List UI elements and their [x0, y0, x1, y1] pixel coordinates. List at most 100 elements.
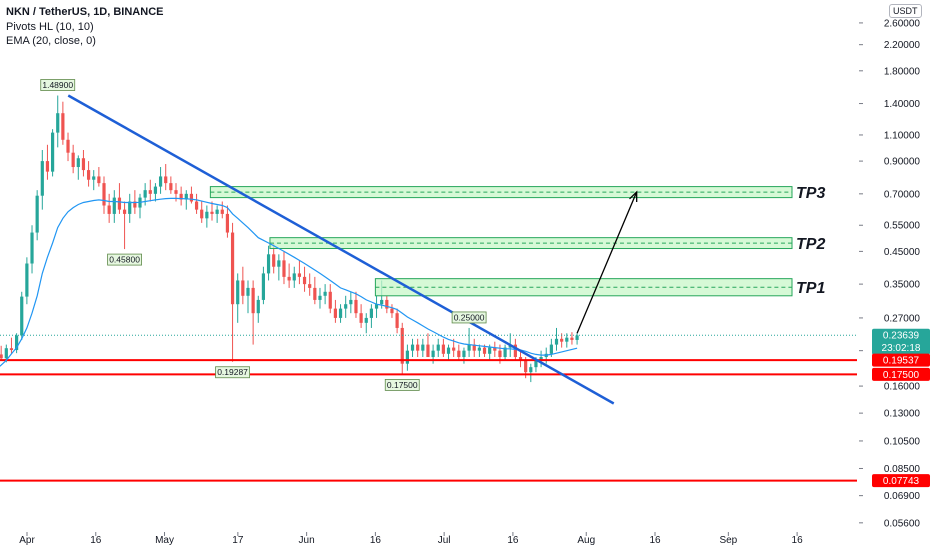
- price-tick-label: 1.40000: [884, 99, 921, 110]
- candle-body: [210, 211, 214, 214]
- candle-body: [385, 299, 389, 309]
- candle-body: [503, 347, 507, 358]
- candle-body: [236, 280, 240, 305]
- candle-body: [560, 338, 564, 342]
- candle-body: [92, 176, 96, 180]
- candle-body: [246, 287, 250, 296]
- candle-body: [524, 360, 528, 373]
- price-axis-bg: [859, 0, 932, 550]
- price-tick-label: 0.06900: [884, 491, 921, 502]
- candle-body: [164, 176, 168, 184]
- candle-body: [107, 205, 111, 214]
- pivot-label: 0.45800: [109, 255, 140, 265]
- price-axis: 2.60000 2.20000 1.80000 1.40000 1.10000 0.900…: [859, 0, 932, 550]
- candle-body: [395, 313, 399, 328]
- pivot-label: 1.48900: [42, 80, 73, 90]
- price-tick-label: 0.05600: [884, 518, 921, 529]
- candle-body: [251, 287, 255, 314]
- candle-body: [421, 344, 425, 351]
- candle-body: [354, 299, 358, 314]
- candle-body: [133, 201, 137, 208]
- candle-body: [534, 360, 538, 368]
- time-tick-label: Aug: [577, 535, 595, 546]
- pivot-label-box: [451, 311, 487, 324]
- symbol-title: NKN / TetherUS, 1D, BINANCE: [6, 6, 164, 18]
- candle-body: [277, 260, 281, 267]
- candle-body: [86, 170, 91, 180]
- candle-body: [40, 161, 44, 196]
- last-price-tag-text: 0.23639: [883, 331, 920, 342]
- candle-body: [380, 299, 384, 305]
- time-tick-label: 16: [90, 535, 102, 546]
- indicator-ema-label: EMA (20, close, 0): [6, 35, 96, 47]
- candle-body: [308, 284, 312, 288]
- candle-body: [297, 273, 302, 277]
- time-tick-label: May: [155, 535, 174, 546]
- candle-body: [200, 209, 204, 219]
- candle-body: [292, 273, 296, 281]
- candle-body: [359, 313, 363, 323]
- price-tick-label: 0.13000: [884, 409, 921, 420]
- candle-body: [390, 308, 394, 314]
- candle-body: [287, 276, 291, 281]
- price-tick-label: 0.08500: [884, 464, 921, 475]
- candle-body: [400, 327, 404, 364]
- pivot-label-box: [107, 253, 142, 266]
- price-tick-label: 0.90000: [884, 157, 921, 168]
- candle-body: [333, 308, 338, 318]
- candle-body: [410, 344, 415, 351]
- candle-body: [189, 193, 194, 202]
- time-axis: Apr 16 May 17 Jun 16 Jul 16 Aug 16 Sep 16: [0, 532, 932, 550]
- candle-body: [452, 347, 456, 351]
- candle-body: [76, 158, 80, 168]
- candle-body: [349, 299, 353, 305]
- candle-body: [364, 317, 368, 323]
- candle-body: [554, 338, 559, 345]
- price-tick-label: 2.60000: [884, 18, 921, 29]
- price-tick-label: 2.20000: [884, 40, 921, 51]
- candle-body: [302, 276, 307, 285]
- candle-body: [570, 337, 574, 340]
- candle-body: [97, 176, 101, 184]
- candle-body: [344, 304, 348, 309]
- currency-badge[interactable]: USDT: [889, 4, 922, 18]
- target-zone-tp1: [374, 278, 793, 297]
- candle-body: [369, 308, 373, 318]
- candle-body: [272, 254, 276, 267]
- candle-body: [313, 287, 317, 300]
- price-tick-label: 0.70000: [884, 189, 921, 200]
- candle-body: [431, 350, 435, 358]
- candle-body: [56, 113, 60, 133]
- time-tick-label: 16: [649, 535, 661, 546]
- last-price-tag: [872, 328, 930, 355]
- candles: [0, 95, 579, 383]
- time-axis-bg: [0, 532, 932, 550]
- price-tick-label: 0.10500: [884, 436, 921, 447]
- target-label-tp1: TP1: [796, 280, 825, 297]
- overlays: TP1 TP2 TP3 1.48900 0.45800 0.19287 0.25000 0.1…: [0, 79, 857, 482]
- candle-body: [205, 211, 209, 219]
- candle-body: [143, 190, 147, 198]
- price-tick-label: 1.10000: [884, 130, 921, 141]
- candle-body: [261, 273, 266, 300]
- candle-body: [184, 193, 188, 200]
- candle-body: [575, 335, 579, 340]
- pivot-label-box: [215, 366, 250, 379]
- candle-body: [241, 280, 245, 296]
- countdown-text: 23:02:18: [882, 343, 921, 354]
- candle-body: [61, 113, 65, 140]
- candle-body: [81, 158, 86, 171]
- candle-body: [179, 193, 183, 200]
- candle-body: [158, 176, 163, 187]
- candle-body: [169, 183, 173, 191]
- candle-body: [338, 308, 343, 318]
- price-tick-label: 0.16000: [884, 382, 921, 393]
- candle-body: [71, 152, 75, 168]
- candle-body: [256, 299, 260, 314]
- candle-body: [426, 344, 430, 358]
- candle-body: [446, 347, 451, 354]
- support-price-tag-text: 0.07743: [883, 476, 920, 487]
- candle-body: [266, 254, 271, 274]
- candle-body: [30, 232, 34, 264]
